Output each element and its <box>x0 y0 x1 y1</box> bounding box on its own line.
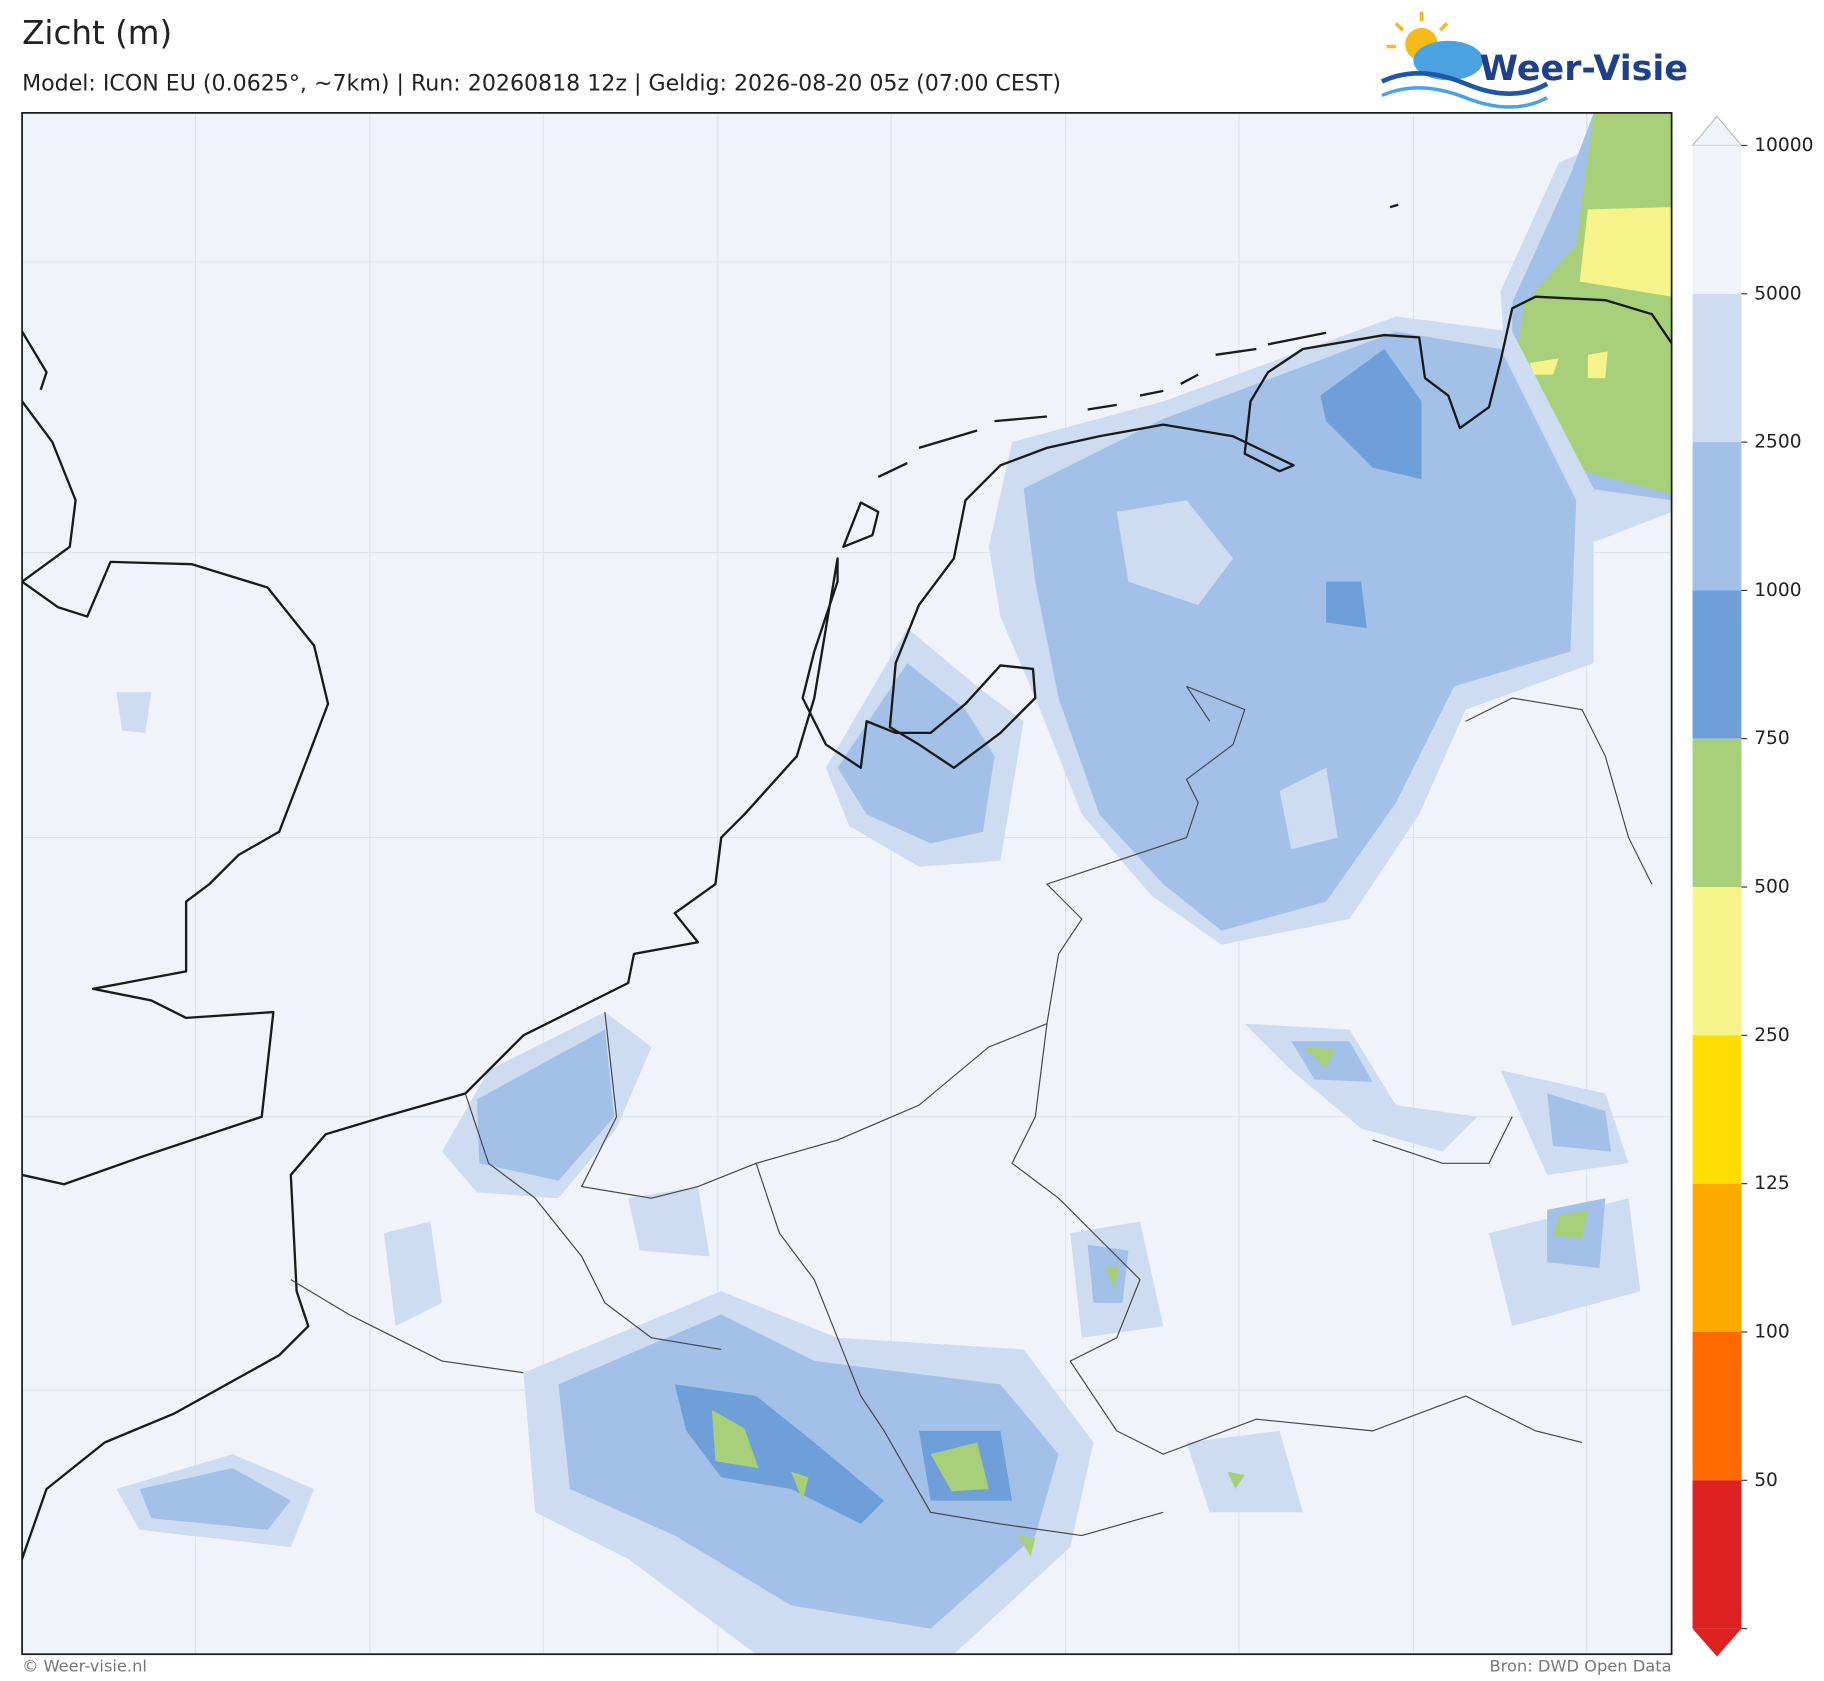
colorbar: 10000 5000 2500 1000 750 500 250 125 100 50 <box>1691 115 1813 1657</box>
subtitle: Model: ICON EU (0.0625°, ~7km) | Run: 20… <box>22 70 1061 96</box>
colorbar-band <box>1692 442 1742 591</box>
footer-credit: © Weer-visie.nl <box>22 1657 147 1676</box>
map <box>21 112 1673 1656</box>
colorbar-band <box>1692 887 1742 1036</box>
colorbar-label: 125 <box>1754 1173 1790 1194</box>
colorbar-label: 5000 <box>1754 283 1801 304</box>
colorbar-label: 500 <box>1754 877 1790 898</box>
colorbar-band <box>1692 590 1742 739</box>
colorbar-label: 50 <box>1754 1470 1778 1491</box>
colorbar-band <box>1692 293 1742 443</box>
colorbar-extend-bottom <box>1692 1628 1742 1657</box>
colorbar-band <box>1692 1035 1742 1184</box>
footer-source: Bron: DWD Open Data <box>1489 1657 1671 1676</box>
colorbar-band <box>1692 1183 1742 1332</box>
colorbar-label: 10000 <box>1754 135 1813 156</box>
logo: Weer-Visie <box>1380 11 1688 109</box>
title: Zicht (m) <box>22 14 172 52</box>
colorbar-band <box>1692 1480 1742 1629</box>
colorbar-label: 250 <box>1754 1025 1790 1046</box>
logo-text: Weer-Visie <box>1480 49 1688 89</box>
colorbar-band <box>1692 738 1742 888</box>
colorbar-band <box>1692 145 1742 294</box>
colorbar-band <box>1692 1331 1742 1481</box>
colorbar-extend-top <box>1691 115 1743 147</box>
colorbar-label: 100 <box>1754 1321 1790 1342</box>
colorbar-label: 750 <box>1754 728 1790 749</box>
colorbar-label: 2500 <box>1754 432 1801 453</box>
colorbar-label: 1000 <box>1754 580 1801 601</box>
